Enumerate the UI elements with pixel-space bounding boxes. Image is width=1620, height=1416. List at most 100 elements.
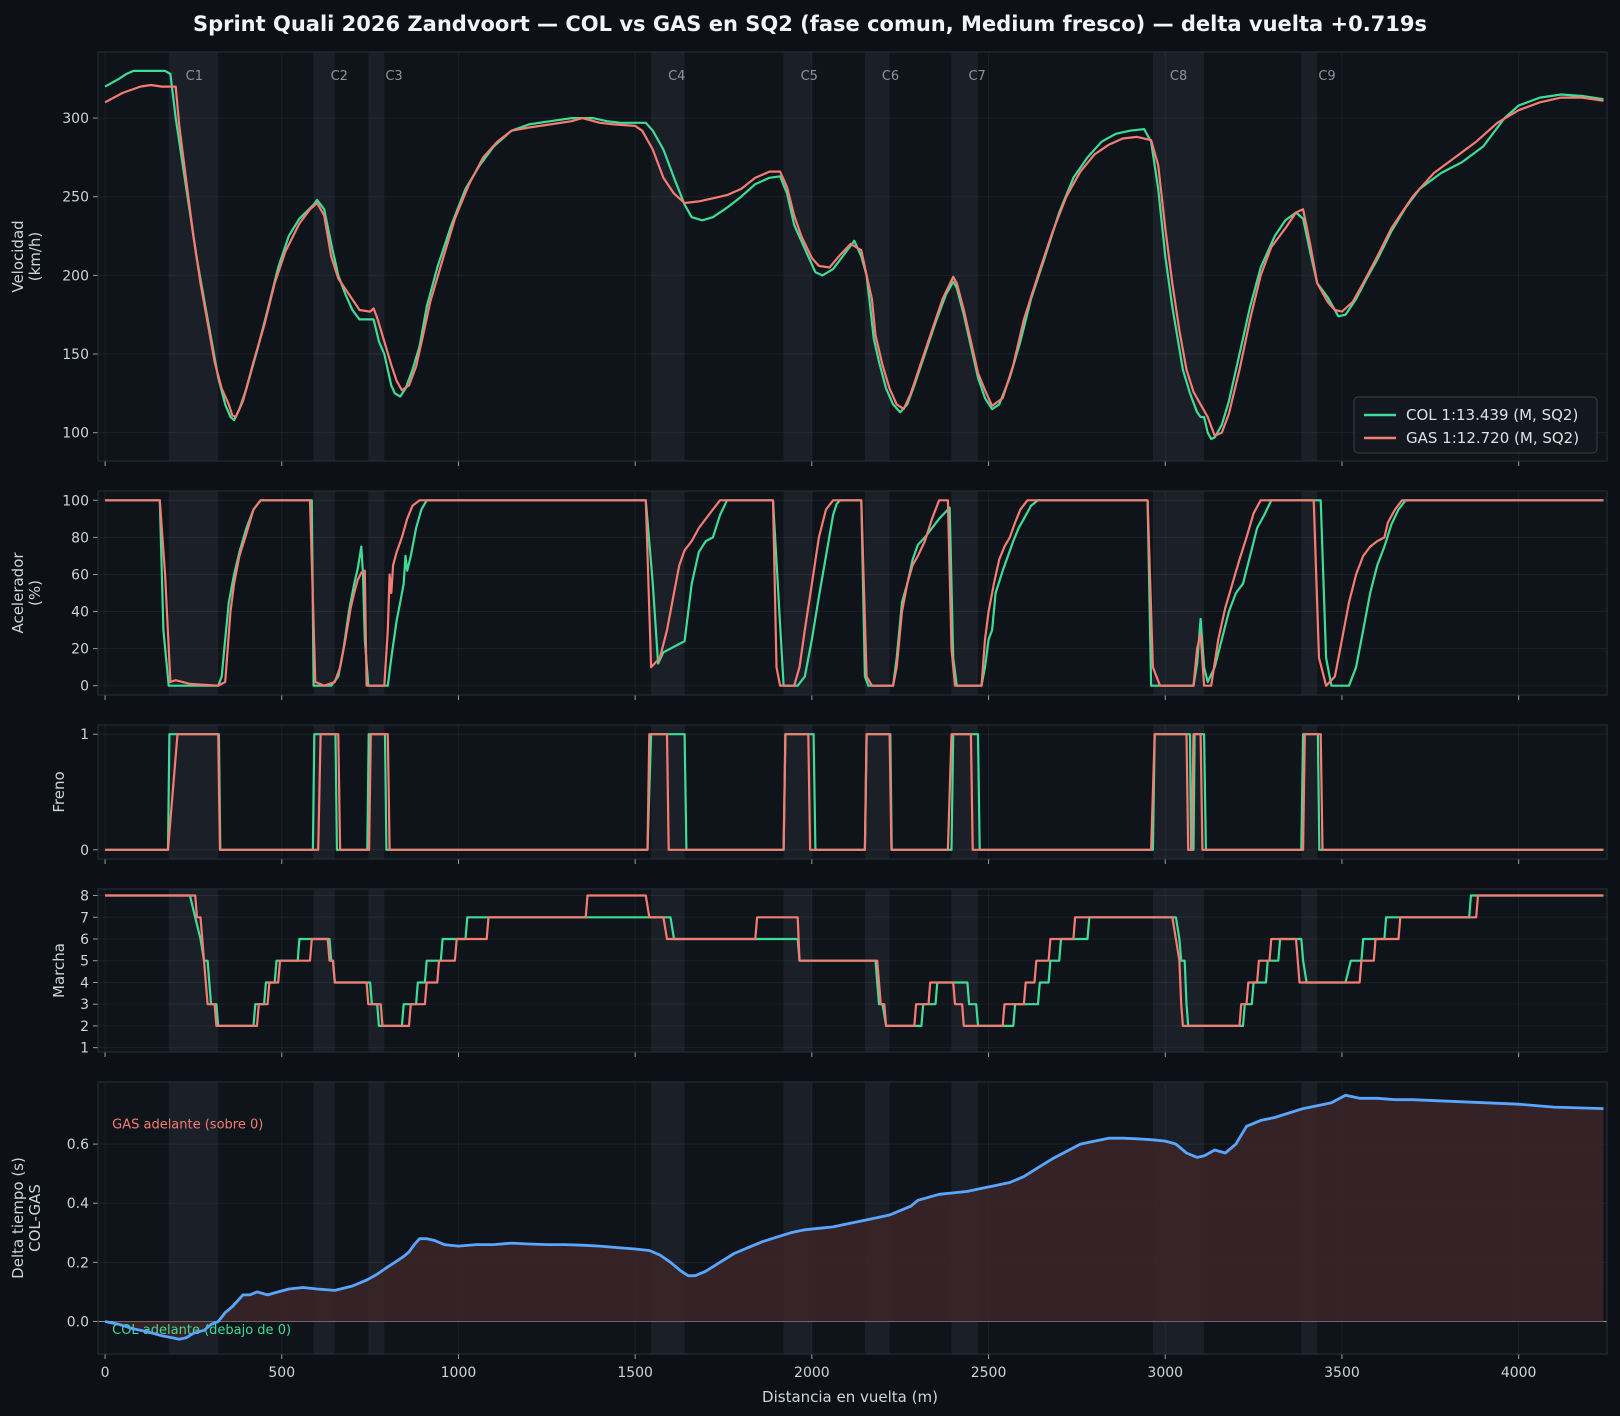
y-tick-label: 0.2: [67, 1255, 89, 1271]
legend-label-gas: GAS 1:12.720 (M, SQ2): [1406, 429, 1579, 447]
y-axis-label-line: Acelerador: [9, 552, 27, 634]
y-tick-label: 5: [80, 954, 89, 970]
x-tick-label: 3000: [1147, 1365, 1183, 1381]
y-tick-label: 0: [80, 843, 89, 859]
corner-band-C9: [1301, 889, 1318, 1052]
corner-label-C7: C7: [968, 69, 985, 84]
corner-band-C1: [168, 1082, 219, 1354]
corner-label-C9: C9: [1318, 69, 1335, 84]
corner-label-C1: C1: [186, 69, 203, 84]
corner-band-C4: [651, 889, 685, 1052]
series-line-gas-speed: [104, 83, 1604, 437]
corner-label-C2: C2: [331, 69, 348, 84]
corner-band-C8: [1152, 725, 1205, 859]
x-tick-label: 2000: [794, 1365, 830, 1381]
corner-band-C9: [1301, 491, 1318, 695]
corner-band-C7: [951, 491, 978, 695]
y-axis-label-line: Marcha: [50, 943, 68, 998]
y-tick-label: 0.6: [67, 1137, 89, 1153]
x-tick-label: 3500: [1324, 1365, 1360, 1381]
y-tick-label: 7: [80, 910, 89, 926]
y-axis-label: Marcha: [50, 943, 68, 998]
y-axis-label-line: Velocidad: [9, 220, 27, 292]
corner-band-C4: [651, 52, 685, 461]
panel-frame: [97, 490, 1608, 696]
y-tick-label: 40: [71, 605, 89, 621]
y-axis-label: Delta tiempo (s)COL-GAS: [9, 1157, 44, 1279]
corner-label-C3: C3: [385, 69, 402, 84]
panel-frame: [97, 51, 1608, 462]
panel-frame: [97, 724, 1608, 860]
corner-band-C2: [313, 52, 335, 461]
series-line-gas-brake: [105, 733, 1604, 851]
annotation-gas-ahead: GAS adelante (sobre 0): [112, 1117, 263, 1132]
y-tick-label: 1: [80, 1041, 89, 1057]
corner-band-C6: [864, 725, 890, 859]
series-line-col-throttle: [105, 499, 1604, 687]
y-tick-label: 2: [80, 1019, 89, 1035]
corner-band-C7: [951, 52, 978, 461]
corner-band-C1: [168, 889, 219, 1052]
panel-throttle: 0 20 40 60 80 100 Acelerador(%): [9, 490, 1608, 700]
y-tick-label: 0.0: [67, 1314, 89, 1330]
corner-band-C3: [368, 725, 385, 859]
panel-gear: 1 2 3 4 5 6 7 8 Marcha: [50, 888, 1608, 1057]
corner-band-C9: [1301, 52, 1318, 461]
y-axis-label: Acelerador(%): [9, 552, 44, 634]
panel-frame: [97, 888, 1608, 1053]
y-tick-label: 80: [71, 530, 89, 546]
y-axis-label-line: COL-GAS: [26, 1184, 44, 1252]
y-tick-label: 8: [80, 889, 89, 905]
chart-title: Sprint Quali 2026 Zandvoort — COL vs GAS…: [193, 12, 1427, 36]
corner-band-C3: [368, 889, 385, 1052]
series-line-delta-delta: [104, 1093, 1604, 1341]
y-tick-label: 100: [62, 426, 89, 442]
panel-plot-area: [98, 889, 1607, 1052]
y-axis-label-line: (%): [26, 580, 44, 606]
y-axis-label: Freno: [50, 771, 68, 812]
panel-speed: 100 150 200 250 300 Velocidad(km/h) C1 C2 C3 C4 C5…: [9, 51, 1608, 466]
panel-delta: 0.0 0.2 0.4 0.6 Delta tiempo (s)COL-GAS GAS a…: [9, 1081, 1608, 1381]
panel-frame: [97, 1081, 1608, 1355]
corner-band-C4: [651, 491, 685, 695]
corner-band-C1: [168, 491, 219, 695]
y-tick-label: 100: [62, 493, 89, 509]
panel-brake: 0 1 Freno: [50, 724, 1608, 864]
corner-band-C5: [783, 889, 812, 1052]
x-tick-label: 2500: [971, 1365, 1007, 1381]
y-tick-label: 150: [62, 347, 89, 363]
panel-plot-area: [98, 491, 1607, 695]
legend: COL 1:13.439 (M, SQ2) GAS 1:12.720 (M, SQ…: [1353, 396, 1598, 454]
panel-plot-area: [98, 725, 1607, 859]
legend-label-col: COL 1:13.439 (M, SQ2): [1406, 406, 1578, 424]
series-line-gas-gear: [105, 894, 1604, 1027]
x-tick-label: 0: [101, 1365, 110, 1381]
corner-band-C2: [313, 491, 335, 695]
y-tick-label: 3: [80, 997, 89, 1013]
x-tick-label: 500: [268, 1365, 295, 1381]
corner-label-C5: C5: [801, 69, 818, 84]
corner-band-C7: [951, 889, 978, 1052]
y-tick-label: 0: [80, 679, 89, 695]
corner-band-C2: [313, 725, 335, 859]
y-tick-label: 0.4: [67, 1196, 89, 1212]
corner-band-C2: [313, 1082, 335, 1354]
corner-label-C8: C8: [1170, 69, 1187, 84]
delta-area-fill: [105, 1095, 1604, 1340]
series-line-gas-throttle: [105, 499, 1604, 687]
corner-band-C6: [864, 52, 890, 461]
panel-plot-area: [98, 52, 1607, 461]
y-tick-label: 200: [62, 268, 89, 284]
series-line-col-speed: [104, 69, 1604, 441]
corner-label-C6: C6: [882, 69, 899, 84]
y-axis-label: Velocidad(km/h): [9, 220, 44, 292]
corner-band-C6: [864, 491, 890, 695]
corner-band-C7: [951, 725, 978, 859]
y-tick-label: 1: [80, 727, 89, 743]
y-axis-label-line: Freno: [50, 771, 68, 812]
y-tick-label: 250: [62, 190, 89, 206]
corner-band-C2: [313, 889, 335, 1052]
corner-band-C8: [1152, 52, 1205, 461]
y-tick-label: 20: [71, 642, 89, 658]
